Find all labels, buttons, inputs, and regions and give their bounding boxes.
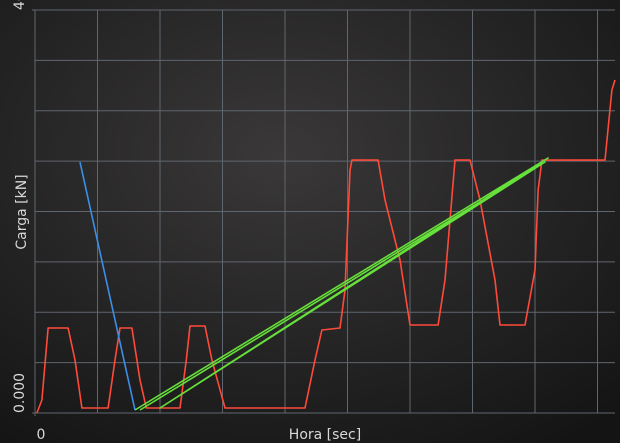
y-axis-label: Carga [kN] xyxy=(14,174,30,249)
y-tick-label: 0.000 xyxy=(12,373,28,413)
x-tick-label: 0 xyxy=(37,427,46,443)
x-axis-label: Hora [sec] xyxy=(289,427,361,443)
y-tick-label: 400.000 xyxy=(12,0,28,10)
chart: Carga [kN] Hora [sec] 0.000 400.000 0 xyxy=(0,0,620,443)
